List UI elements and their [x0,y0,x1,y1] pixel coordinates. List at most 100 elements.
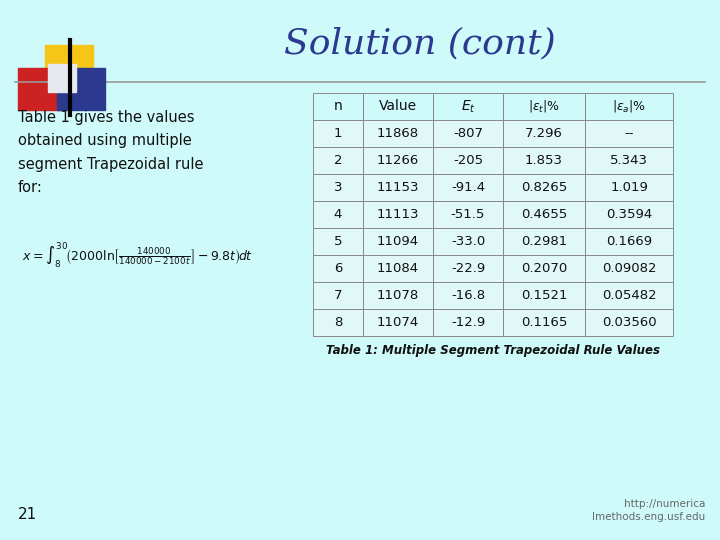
Bar [585,309,673,336]
Text: -807: -807 [453,127,483,140]
Bar [363,282,433,309]
Bar [18,68,66,110]
Text: 0.1669: 0.1669 [606,235,652,248]
Text: 8: 8 [334,316,342,329]
Text: 1.019: 1.019 [610,181,648,194]
Text: -51.5: -51.5 [451,208,485,221]
Text: 11266: 11266 [377,154,419,167]
Text: $E_t$: $E_t$ [461,98,475,114]
Text: 11094: 11094 [377,235,419,248]
Text: 0.09082: 0.09082 [602,262,656,275]
Bar [313,255,363,282]
Bar [363,93,433,120]
Bar [313,120,363,147]
Bar [433,228,503,255]
Bar [503,174,585,201]
Bar [433,201,503,228]
Bar [313,174,363,201]
Text: 11153: 11153 [377,181,419,194]
Bar [503,93,585,120]
Text: 0.3594: 0.3594 [606,208,652,221]
Text: -16.8: -16.8 [451,289,485,302]
Bar [433,120,503,147]
Bar [313,282,363,309]
Text: Solution (cont): Solution (cont) [284,26,556,60]
Text: 5: 5 [334,235,342,248]
Bar [503,309,585,336]
Text: 7.296: 7.296 [525,127,563,140]
Text: 2: 2 [334,154,342,167]
Bar [503,201,585,228]
Text: -33.0: -33.0 [451,235,485,248]
Text: $x = \int_{8}^{30}\!\left(2000\ln\!\left[\frac{140000}{140000-2100t}\right]-9.8t: $x = \int_{8}^{30}\!\left(2000\ln\!\left… [22,240,253,270]
Bar [585,255,673,282]
Text: n: n [333,99,343,113]
Text: 0.8265: 0.8265 [521,181,567,194]
Text: 11113: 11113 [377,208,419,221]
Bar [433,174,503,201]
Bar [363,228,433,255]
Bar [585,228,673,255]
Text: http://numerica
lmethods.eng.usf.edu: http://numerica lmethods.eng.usf.edu [592,499,705,522]
Bar [433,147,503,174]
Bar [48,64,76,92]
Text: $|\epsilon_a|$%: $|\epsilon_a|$% [612,98,646,114]
Bar [585,147,673,174]
Text: 6: 6 [334,262,342,275]
Text: 11084: 11084 [377,262,419,275]
Text: -205: -205 [453,154,483,167]
Bar [313,93,363,120]
Text: Table 1: Multiple Segment Trapezoidal Rule Values: Table 1: Multiple Segment Trapezoidal Ru… [326,344,660,357]
Text: 11078: 11078 [377,289,419,302]
Text: -91.4: -91.4 [451,181,485,194]
Bar [585,201,673,228]
Text: -22.9: -22.9 [451,262,485,275]
Bar [57,68,105,110]
Bar [313,201,363,228]
Text: 4: 4 [334,208,342,221]
Text: 11868: 11868 [377,127,419,140]
Bar [503,282,585,309]
Bar [363,201,433,228]
Text: 21: 21 [18,507,37,522]
Text: -12.9: -12.9 [451,316,485,329]
Text: 0.1521: 0.1521 [521,289,567,302]
Text: 5.343: 5.343 [610,154,648,167]
Bar [363,147,433,174]
Bar [363,174,433,201]
Text: $|\epsilon_t|$%: $|\epsilon_t|$% [528,98,560,114]
Text: 0.03560: 0.03560 [602,316,657,329]
Bar [433,255,503,282]
Bar [433,93,503,120]
Bar [363,120,433,147]
Bar [433,282,503,309]
Text: 0.05482: 0.05482 [602,289,657,302]
Text: 0.2981: 0.2981 [521,235,567,248]
Bar [45,45,93,87]
Bar [503,255,585,282]
Bar [313,309,363,336]
Text: 0.4655: 0.4655 [521,208,567,221]
Bar [313,147,363,174]
Text: 3: 3 [334,181,342,194]
Text: Value: Value [379,99,417,113]
Bar [585,93,673,120]
Text: --: -- [624,127,634,140]
Text: 1.853: 1.853 [525,154,563,167]
Bar [363,309,433,336]
Bar [503,228,585,255]
Bar [363,255,433,282]
Bar [503,120,585,147]
Bar [585,120,673,147]
Text: 7: 7 [334,289,342,302]
Bar [313,228,363,255]
Text: Table 1 gives the values
obtained using multiple
segment Trapezoidal rule
for:: Table 1 gives the values obtained using … [18,110,204,195]
Text: 11074: 11074 [377,316,419,329]
Bar [585,174,673,201]
Text: 0.2070: 0.2070 [521,262,567,275]
Text: 1: 1 [334,127,342,140]
Bar [503,147,585,174]
Bar [585,282,673,309]
Text: 0.1165: 0.1165 [521,316,567,329]
Bar [433,309,503,336]
